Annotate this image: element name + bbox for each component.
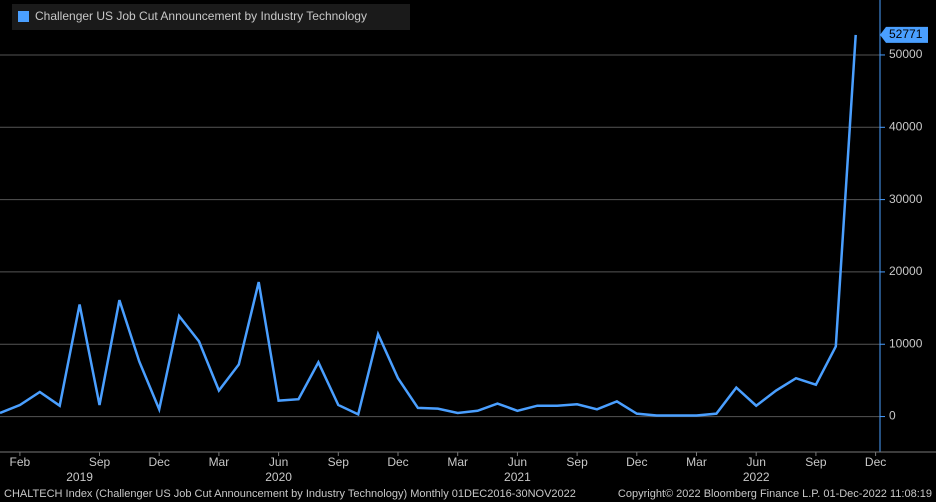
x-tick-label: Sep: [805, 455, 827, 469]
y-tick-label: 50000: [889, 47, 923, 61]
x-tick-label: Mar: [209, 455, 230, 469]
last-value-box: [880, 26, 928, 43]
x-tick-label: Dec: [387, 455, 408, 469]
y-tick-label: 10000: [889, 336, 923, 350]
x-tick-label: Feb: [10, 455, 31, 469]
footer-right: Copyright© 2022 Bloomberg Finance L.P. 0…: [618, 488, 932, 500]
x-tick-label: Dec: [626, 455, 647, 469]
year-label: 2022: [743, 470, 770, 484]
x-tick-label: Dec: [865, 455, 886, 469]
x-tick-label: Sep: [566, 455, 588, 469]
legend-label: Challenger US Job Cut Announcement by In…: [35, 9, 367, 23]
x-tick-label: Sep: [328, 455, 350, 469]
x-tick-label: Sep: [89, 455, 111, 469]
y-tick-label: 0: [889, 409, 896, 423]
year-label: 2019: [66, 470, 93, 484]
line-series: [0, 34, 857, 417]
footer-left: CHALTECH Index (Challenger US Job Cut An…: [4, 488, 576, 500]
x-tick-label: Jun: [508, 455, 527, 469]
x-tick-label: Mar: [447, 455, 468, 469]
y-tick-label: 20000: [889, 264, 923, 278]
year-label: 2021: [504, 470, 531, 484]
last-value-label: 52771: [889, 27, 923, 41]
y-tick-label: 40000: [889, 119, 923, 133]
x-tick-label: Jun: [747, 455, 766, 469]
x-tick-label: Jun: [269, 455, 288, 469]
x-tick-label: Dec: [149, 455, 170, 469]
x-tick-label: Mar: [686, 455, 707, 469]
legend-box: [12, 4, 410, 30]
y-tick-label: 30000: [889, 192, 923, 206]
year-label: 2020: [265, 470, 292, 484]
legend-swatch: [18, 11, 29, 22]
